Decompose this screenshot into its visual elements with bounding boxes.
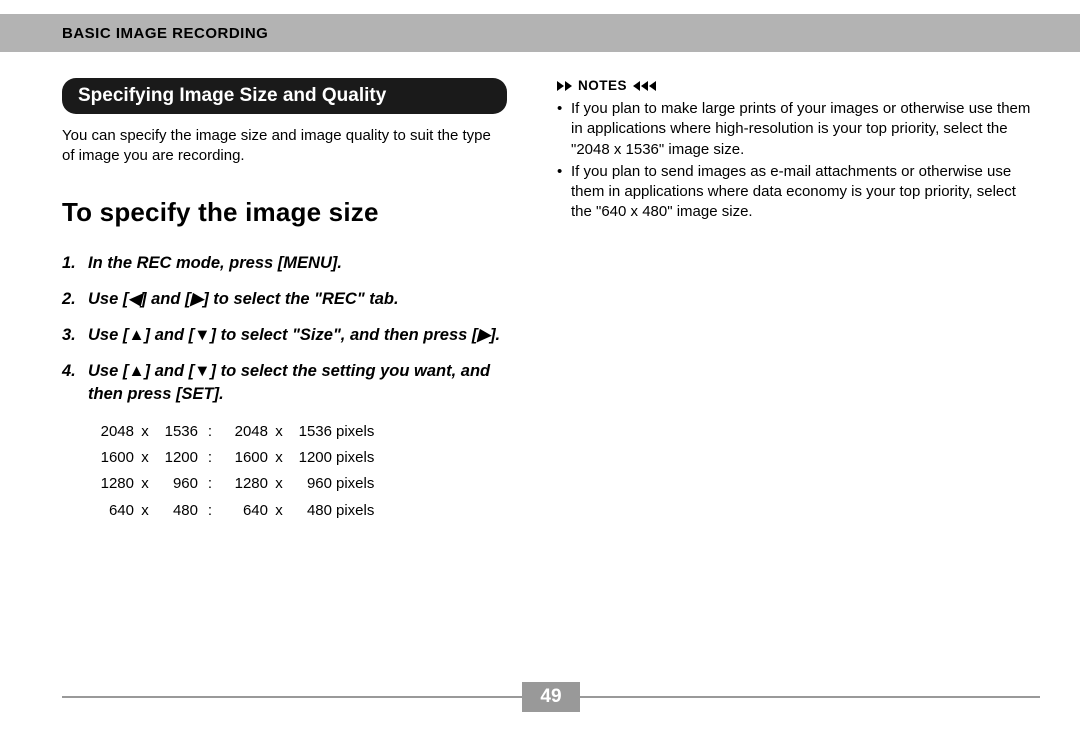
colon: : [198,498,222,524]
size-w: 1600 [88,445,134,471]
page-number: 49 [522,682,580,712]
table-row: 1600 x 1200 : 1600 x 1200 pixels [88,445,374,471]
header-title: BASIC IMAGE RECORDING [62,25,268,42]
footer: 49 [62,682,1040,712]
step-item: 4. Use [▲] and [▼] to select the setting… [62,360,507,405]
size-w: 1280 [88,471,134,497]
section-title: Specifying Image Size and Quality [62,78,507,114]
x-sep: x [134,498,156,524]
subheading: To specify the image size [62,197,507,228]
notes-label: NOTES [578,78,627,93]
colon: : [198,445,222,471]
notes-list: If you plan to make large prints of your… [557,99,1040,223]
right-column: NOTES If you plan to make large prints o… [557,78,1040,524]
step-text: In the REC mode, press [MENU]. [88,252,507,274]
intro-text: You can specify the image size and image… [62,126,507,167]
pixels-h: 1536 [290,419,332,445]
step-item: 2. Use [◀] and [▶] to select the "REC" t… [62,288,507,310]
pixels-w: 1600 [222,445,268,471]
unit: pixels [332,419,374,445]
notes-heading: NOTES [557,78,1040,93]
size-w: 640 [88,498,134,524]
size-h: 480 [156,498,198,524]
pixels-w: 640 [222,498,268,524]
page-content: Specifying Image Size and Quality You ca… [62,78,1040,524]
step-number: 4. [62,360,88,405]
table-row: 1280 x 960 : 1280 x 960 pixels [88,471,374,497]
left-column: Specifying Image Size and Quality You ca… [62,78,507,524]
x-sep: x [268,419,290,445]
pixels-h: 480 [290,498,332,524]
note-item: If you plan to send images as e-mail att… [557,162,1040,223]
step-number: 2. [62,288,88,310]
step-number: 3. [62,324,88,346]
step-item: 1. In the REC mode, press [MENU]. [62,252,507,274]
size-w: 2048 [88,419,134,445]
x-sep: x [134,471,156,497]
arrows-right-icon [557,81,572,91]
step-number: 1. [62,252,88,274]
colon: : [198,419,222,445]
x-sep: x [268,471,290,497]
pixels-w: 2048 [222,419,268,445]
unit: pixels [332,445,374,471]
footer-line [580,696,1040,698]
table-row: 640 x 480 : 640 x 480 pixels [88,498,374,524]
x-sep: x [134,445,156,471]
unit: pixels [332,471,374,497]
footer-line [62,696,522,698]
pixels-w: 1280 [222,471,268,497]
step-item: 3. Use [▲] and [▼] to select "Size", and… [62,324,507,346]
step-text: Use [▲] and [▼] to select "Size", and th… [88,324,507,346]
size-h: 960 [156,471,198,497]
unit: pixels [332,498,374,524]
x-sep: x [268,445,290,471]
steps-list: 1. In the REC mode, press [MENU]. 2. Use… [62,252,507,405]
step-text: Use [▲] and [▼] to select the setting yo… [88,360,507,405]
pixels-h: 1200 [290,445,332,471]
header-bar: BASIC IMAGE RECORDING [0,14,1080,52]
pixels-h: 960 [290,471,332,497]
size-table: 2048 x 1536 : 2048 x 1536 pixels 1600 x … [88,419,374,524]
table-row: 2048 x 1536 : 2048 x 1536 pixels [88,419,374,445]
size-h: 1536 [156,419,198,445]
size-h: 1200 [156,445,198,471]
colon: : [198,471,222,497]
arrows-left-icon [633,81,656,91]
x-sep: x [134,419,156,445]
x-sep: x [268,498,290,524]
note-item: If you plan to make large prints of your… [557,99,1040,160]
step-text: Use [◀] and [▶] to select the "REC" tab. [88,288,507,310]
